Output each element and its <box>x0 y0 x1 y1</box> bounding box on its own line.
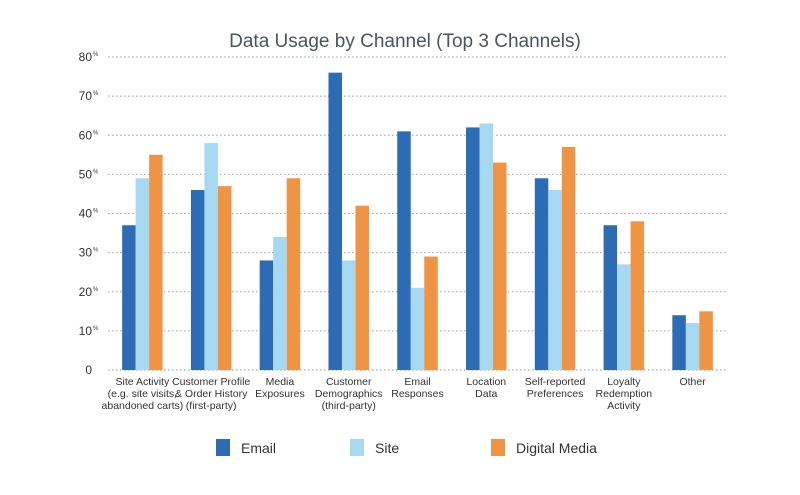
y-tick-label: 80 <box>79 50 93 64</box>
bar-digital-media <box>493 162 507 370</box>
y-tick-percent: % <box>93 52 99 58</box>
bar-digital-media <box>699 311 713 370</box>
bar-site <box>479 123 494 370</box>
bar-site <box>410 287 425 370</box>
bar-site <box>685 323 700 370</box>
bar-site <box>341 260 356 370</box>
bars <box>122 72 713 371</box>
y-tick-label: 10 <box>79 324 93 338</box>
legend-label: Digital Media <box>516 440 597 456</box>
y-tick-percent: % <box>93 287 99 293</box>
legend-label: Site <box>375 440 399 456</box>
y-tick-label: 60 <box>79 128 93 142</box>
bar-site <box>548 190 562 370</box>
bar-email <box>534 178 549 370</box>
y-tick-percent: % <box>93 248 99 254</box>
bar-digital-media <box>355 205 369 370</box>
y-tick-label: 70 <box>79 89 93 103</box>
y-tick-label: 0 <box>85 363 92 377</box>
y-tick-label: 20 <box>79 285 93 299</box>
x-category-label: Media Exposures <box>255 376 305 400</box>
legend-swatch <box>350 439 364 456</box>
x-category-label: Loyalty Redemption Activity <box>596 376 653 412</box>
bar-email <box>466 127 480 370</box>
y-tick-percent: % <box>93 209 99 215</box>
bar-email <box>603 225 618 370</box>
y-tick-percent: % <box>93 169 99 175</box>
legend-swatch <box>491 439 505 456</box>
chart-title: Data Usage by Channel (Top 3 Channels) <box>229 31 581 52</box>
legend-swatch <box>216 439 230 456</box>
bar-site <box>617 264 631 370</box>
x-category-label: Customer Demographics (third-party) <box>315 376 383 412</box>
x-category-label: Self-reported Preferences <box>525 376 586 400</box>
y-axis-ticks: 010 %20 %30 %40 %50 %60 %70 %80% <box>79 50 99 377</box>
bar-site <box>273 236 287 370</box>
bar-digital-media <box>424 256 438 370</box>
x-category-label: Site Activity (e.g. site visits, abandoned… <box>102 376 184 412</box>
x-category-label: Location Data <box>466 376 506 400</box>
bar-digital-media <box>217 186 232 370</box>
bar-site <box>204 143 218 370</box>
bar-email <box>328 72 342 371</box>
bar-digital-media <box>149 154 163 370</box>
bar-email <box>122 225 136 370</box>
legend: Email Site Digital Media <box>216 439 597 456</box>
bar-digital-media <box>561 146 576 370</box>
x-category-label: Other <box>679 376 706 388</box>
y-tick-label: 30 <box>79 246 93 260</box>
x-category-label: Email Responses <box>391 376 444 400</box>
bar-site <box>135 178 150 370</box>
bar-email <box>259 260 274 370</box>
x-axis-categories: Site Activity (e.g. site visits, abandoned… <box>102 376 707 412</box>
bar-email <box>397 131 411 370</box>
y-tick-percent: % <box>93 326 99 332</box>
bar-email <box>672 315 686 370</box>
legend-label: Email <box>241 440 276 456</box>
y-tick-percent: % <box>93 130 99 136</box>
bar-digital-media <box>286 178 301 370</box>
y-tick-percent: % <box>93 91 99 97</box>
x-category-label: Customer Profile & Order History (first-pa… <box>172 376 250 412</box>
y-tick-label: 40 <box>79 207 93 221</box>
y-tick-label: 50 <box>79 167 93 181</box>
bar-digital-media <box>630 221 645 370</box>
bar-email <box>190 190 205 370</box>
